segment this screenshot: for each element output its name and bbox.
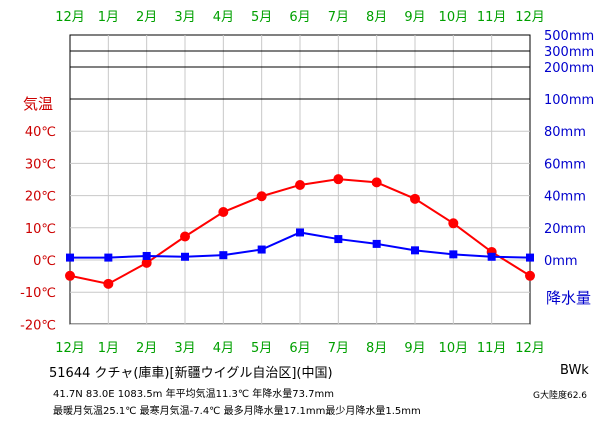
precipitation-point <box>411 246 419 255</box>
climate-code: BWk <box>560 363 589 378</box>
temp-tick-label: 0℃ <box>33 254 56 269</box>
temperature-point <box>371 177 382 188</box>
precip-tick-label: 300mm <box>544 45 594 60</box>
month-label-bottom: 5月 <box>251 341 272 356</box>
precip-tick-label: 200mm <box>544 61 594 76</box>
precipitation-point <box>181 252 189 261</box>
temperature-point <box>141 257 152 268</box>
precip-tick-label: 500mm <box>544 29 594 44</box>
month-label-bottom: 6月 <box>289 341 310 356</box>
month-label-bottom: 3月 <box>174 341 195 356</box>
temperature-point <box>256 191 267 202</box>
temperature-point <box>448 218 459 229</box>
month-label-top: 9月 <box>404 10 425 25</box>
month-label-bottom: 4月 <box>213 341 234 356</box>
month-label-top: 3月 <box>174 10 195 25</box>
precipitation-point <box>104 253 113 262</box>
month-label-top: 4月 <box>213 10 234 25</box>
month-label-top: 6月 <box>289 10 310 25</box>
temperature-point <box>103 278 114 289</box>
temp-tick-label: 10℃ <box>25 222 56 237</box>
month-label-bottom: 12月 <box>515 341 545 356</box>
month-label-top: 12月 <box>55 10 85 25</box>
month-label-bottom: 10月 <box>439 341 469 356</box>
precip-tick-label: 100mm <box>544 93 594 108</box>
precip-tick-label: 40mm <box>544 190 586 205</box>
station-extremes: 最暖月気温25.1℃ 最寒月気温-7.4℃ 最多月降水量17.1mm最少月降水量… <box>53 406 421 417</box>
month-label-top: 11月 <box>477 10 507 25</box>
temperature-point <box>410 193 420 204</box>
month-label-bottom: 12月 <box>55 341 85 356</box>
precipitation-point <box>449 250 458 259</box>
climate-chart: 12月 1月 2月 3月 4月 5月 6月 7月 8月 9月 10月 11月 12月 12月 1月 2月 3月 4… <box>20 10 594 356</box>
precip-tick-label: 60mm <box>544 157 586 172</box>
temp-tick-label: 20℃ <box>25 190 56 205</box>
month-label-bottom: 2月 <box>136 341 157 356</box>
month-label-bottom: 8月 <box>366 341 387 356</box>
station-title: 51644 クチャ(庫車)[新疆ウイグル自治区](中国) <box>49 366 333 381</box>
temp-tick-label: 40℃ <box>25 125 56 140</box>
precipitation-point <box>66 253 74 262</box>
temperature-point <box>525 270 535 281</box>
continentality-index: G大陸度62.6 <box>533 391 588 401</box>
month-label-top: 10月 <box>439 10 469 25</box>
precipitation-point <box>487 252 496 261</box>
precipitation-point <box>526 253 534 262</box>
month-label-top: 1月 <box>98 10 119 25</box>
precipitation-point <box>334 235 343 244</box>
month-label-top: 12月 <box>515 10 545 25</box>
month-label-top: 5月 <box>251 10 272 25</box>
temp-tick-label: -20℃ <box>20 318 56 333</box>
month-label-bottom: 7月 <box>328 341 349 356</box>
precip-axis-label: 降水量 <box>546 289 591 307</box>
precip-tick-label: 0mm <box>544 254 578 269</box>
month-label-bottom: 1月 <box>98 341 119 356</box>
precip-tick-label: 20mm <box>544 222 586 237</box>
precip-tick-label: 80mm <box>544 125 586 140</box>
precipitation-point <box>142 251 151 260</box>
temp-tick-label: 30℃ <box>25 157 56 172</box>
precipitation-point <box>257 245 266 254</box>
precipitation-point <box>219 251 228 260</box>
precipitation-point <box>296 228 304 237</box>
month-label-top: 7月 <box>328 10 349 25</box>
month-label-bottom: 9月 <box>404 341 425 356</box>
temperature-point <box>295 179 305 190</box>
precipitation-point <box>372 239 381 248</box>
month-label-top: 8月 <box>366 10 387 25</box>
temp-tick-label: -10℃ <box>20 286 56 301</box>
month-label-bottom: 11月 <box>477 341 507 356</box>
temperature-point <box>65 270 75 281</box>
temperature-point <box>333 174 344 185</box>
temperature-point <box>180 231 190 242</box>
temperature-point <box>218 207 229 218</box>
month-label-top: 2月 <box>136 10 157 25</box>
station-meta: 41.7N 83.0E 1083.5m 年平均気温11.3℃ 年降水量73.7m… <box>53 389 335 400</box>
temp-axis-label: 気温 <box>23 95 53 113</box>
